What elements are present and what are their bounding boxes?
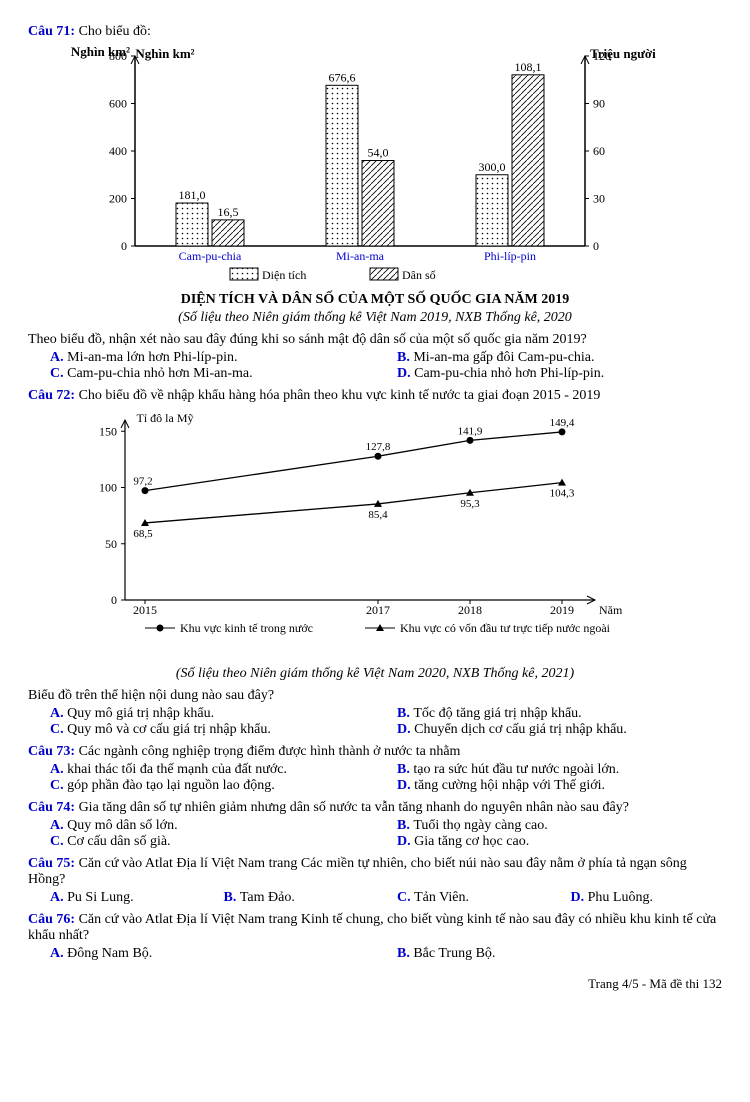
svg-text:181,0: 181,0 [179, 188, 206, 202]
q73-opt-d: D. tăng cường hội nhập với Thế giới. [375, 778, 722, 794]
svg-text:150: 150 [99, 424, 117, 438]
q76-opt-a: A. Đông Nam Bộ. [28, 946, 375, 962]
q72-head: Câu 72: Cho biểu đồ về nhập khẩu hàng hó… [28, 388, 722, 404]
q76-question: Căn cứ vào Atlat Địa lí Việt Nam trang K… [28, 912, 716, 943]
q72-chart: 0 50 100 150 Tỉ đô la Mỹ Năm 2015 2017 2018 2019 9… [28, 410, 722, 660]
svg-text:90: 90 [593, 97, 605, 111]
q73-options: A. khai thác tối đa thế mạnh của đất nướ… [28, 762, 722, 794]
q71-prompt: Cho biểu đồ: [79, 24, 151, 39]
q75-options: A. Pu Si Lung. B. Tam Đảo. C. Tản Viên. … [28, 890, 722, 906]
svg-text:100: 100 [99, 481, 117, 495]
svg-text:300,0: 300,0 [479, 160, 506, 174]
svg-text:Khu vực kinh tế trong nước: Khu vực kinh tế trong nước [180, 621, 313, 635]
svg-text:2018: 2018 [458, 603, 482, 617]
q74-opt-b: B. Tuổi thọ ngày càng cao. [375, 818, 722, 834]
svg-text:Mi-an-ma: Mi-an-ma [336, 249, 385, 263]
svg-text:2017: 2017 [366, 603, 390, 617]
svg-text:2015: 2015 [133, 603, 157, 617]
q74-options: A. Quy mô dân số lớn. B. Tuổi thọ ngày c… [28, 818, 722, 850]
q75-question: Căn cứ vào Atlat Địa lí Việt Nam trang C… [28, 856, 687, 887]
q75-opt-c: C. Tản Viên. [375, 890, 549, 906]
svg-text:400: 400 [109, 144, 127, 158]
q74-head: Câu 74: Gia tăng dân số tự nhiên giảm nh… [28, 800, 722, 816]
svg-text:30: 30 [593, 192, 605, 206]
q76-num: Câu 76: [28, 912, 75, 927]
page-footer: Trang 4/5 - Mã đề thi 132 [28, 976, 722, 992]
q71-chart-src: (Số liệu theo Niên giám thống kê Việt Na… [28, 310, 722, 326]
svg-text:Diện tích: Diện tích [262, 268, 306, 282]
svg-text:149,4: 149,4 [550, 417, 575, 429]
svg-text:Năm: Năm [599, 603, 623, 617]
q72-prompt: Cho biểu đồ về nhập khẩu hàng hóa phân t… [79, 388, 601, 403]
q73-question: Các ngành công nghiệp trọng điểm được hì… [79, 744, 461, 759]
q73-opt-b: B. tạo ra sức hút đầu tư nước ngoài lớn. [375, 762, 722, 778]
svg-text:676,6: 676,6 [329, 70, 356, 84]
q75-num: Câu 75: [28, 856, 75, 871]
svg-text:Khu vực có vốn đầu tư trực tiế: Khu vực có vốn đầu tư trực tiếp nước ngo… [400, 621, 611, 635]
q74-opt-c: C. Cơ cấu dân số già. [28, 834, 375, 850]
q71-num: Câu 71: [28, 24, 75, 39]
svg-text:141,9: 141,9 [458, 425, 483, 437]
svg-text:108,1: 108,1 [515, 60, 542, 74]
q72-opt-d: D. Chuyển dịch cơ cấu giá trị nhập khẩu. [375, 722, 722, 738]
q71-opt-c: C. Cam-pu-chia nhỏ hơn Mi-an-ma. [28, 366, 375, 382]
svg-text:0: 0 [111, 593, 117, 607]
q75-head: Câu 75: Căn cứ vào Atlat Địa lí Việt Nam… [28, 856, 722, 888]
svg-text:600: 600 [109, 97, 127, 111]
svg-text:2019: 2019 [550, 603, 574, 617]
q75-opt-b: B. Tam Đảo. [202, 890, 376, 906]
q73-head: Câu 73: Các ngành công nghiệp trọng điểm… [28, 744, 722, 760]
svg-text:54,0: 54,0 [368, 146, 389, 160]
q73-opt-a: A. khai thác tối đa thế mạnh của đất nướ… [28, 762, 375, 778]
svg-text:200: 200 [109, 192, 127, 206]
q74-question: Gia tăng dân số tự nhiên giảm nhưng dân … [79, 800, 629, 815]
q71-head: Câu 71: Cho biểu đồ: [28, 24, 722, 40]
svg-text:104,3: 104,3 [550, 488, 575, 500]
q74-opt-d: D. Gia tăng cơ học cao. [375, 834, 722, 850]
q71-options: A. Mi-an-ma lớn hơn Phi-líp-pin. B. Mi-a… [28, 350, 722, 382]
svg-text:Phi-líp-pin: Phi-líp-pin [484, 249, 536, 263]
q72-options: A. Quy mô giá trị nhập khẩu. B. Tốc độ t… [28, 706, 722, 738]
q71-opt-a: A. Mi-an-ma lớn hơn Phi-líp-pin. [28, 350, 375, 366]
svg-text:127,8: 127,8 [366, 441, 391, 453]
q71-chart-title: DIỆN TÍCH VÀ DÂN SỐ CỦA MỘT SỐ QUỐC GIA … [28, 292, 722, 308]
q72-opt-c: C. Quy mô và cơ cấu giá trị nhập khẩu. [28, 722, 375, 738]
svg-text:Nghìn km²: Nghìn km² [135, 46, 194, 61]
svg-text:16,5: 16,5 [218, 205, 239, 219]
svg-text:95,3: 95,3 [460, 498, 480, 510]
svg-text:0: 0 [593, 239, 599, 253]
svg-text:Triệu người: Triệu người [590, 46, 656, 61]
q71-opt-d: D. Cam-pu-chia nhỏ hơn Phi-líp-pin. [375, 366, 722, 382]
q76-head: Câu 76: Căn cứ vào Atlat Địa lí Việt Nam… [28, 912, 722, 944]
q72-question: Biểu đồ trên thể hiện nội dung nào sau đ… [28, 688, 722, 704]
svg-text:60: 60 [593, 144, 605, 158]
q72-chart-src: (Số liệu theo Niên giám thống kê Việt Na… [28, 666, 722, 682]
q71-chart: 02004006008000306090120Nghìn km² Nghìn k… [28, 46, 722, 286]
q71-opt-b: B. Mi-an-ma gấp đôi Cam-pu-chia. [375, 350, 722, 366]
q75-opt-d: D. Phu Luông. [549, 890, 723, 906]
q72-opt-b: B. Tốc độ tăng giá trị nhập khẩu. [375, 706, 722, 722]
q72-opt-a: A. Quy mô giá trị nhập khẩu. [28, 706, 375, 722]
q72-num: Câu 72: [28, 388, 75, 403]
svg-text:Cam-pu-chia: Cam-pu-chia [179, 249, 242, 263]
q74-num: Câu 74: [28, 800, 75, 815]
svg-text:68,5: 68,5 [133, 528, 153, 540]
q76-opt-b: B. Bắc Trung Bộ. [375, 946, 722, 962]
svg-text:97,2: 97,2 [133, 476, 152, 488]
q73-opt-c: C. góp phần đào tạo lại nguồn lao động. [28, 778, 375, 794]
q73-num: Câu 73: [28, 744, 75, 759]
q74-opt-a: A. Quy mô dân số lớn. [28, 818, 375, 834]
svg-text:50: 50 [105, 537, 117, 551]
svg-text:85,4: 85,4 [368, 509, 388, 521]
q71-question: Theo biểu đồ, nhận xét nào sau đây đúng … [28, 332, 722, 348]
svg-text:0: 0 [121, 239, 127, 253]
q75-opt-a: A. Pu Si Lung. [28, 890, 202, 906]
svg-text:Dân số: Dân số [402, 268, 436, 282]
svg-text:Tỉ đô la Mỹ: Tỉ đô la Mỹ [137, 411, 194, 425]
svg-text:Nghìn km²: Nghìn km² [71, 46, 130, 59]
q76-options: A. Đông Nam Bộ. B. Bắc Trung Bộ. [28, 946, 722, 962]
